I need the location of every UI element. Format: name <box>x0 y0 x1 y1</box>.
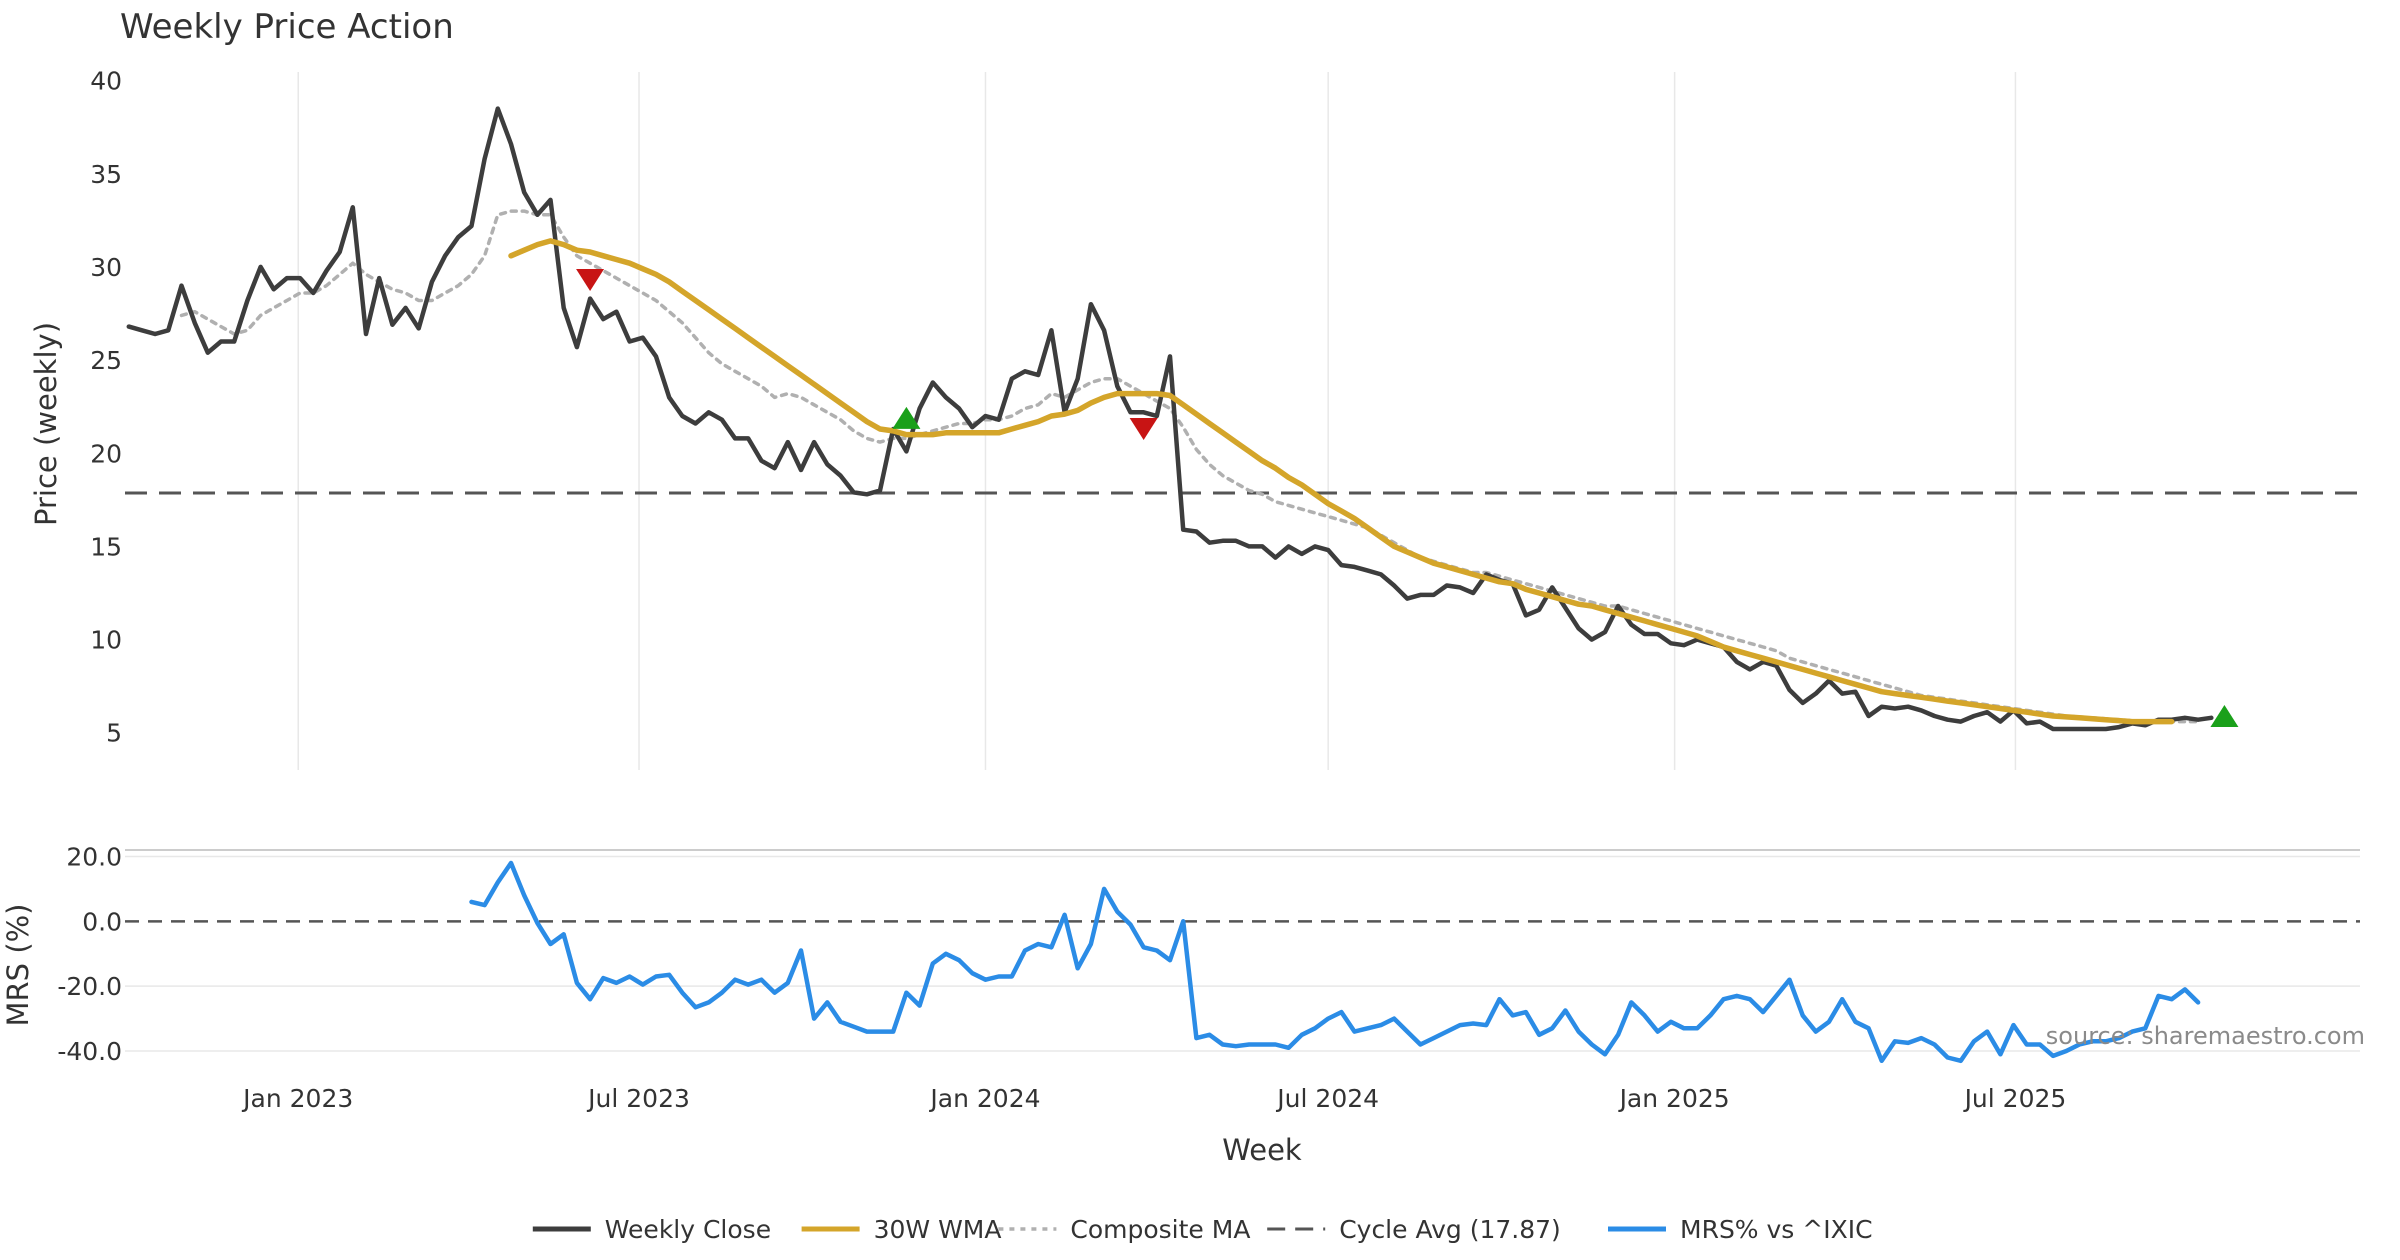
x-tick-label: Jan 2023 <box>241 1084 353 1113</box>
mrs-grid <box>125 855 2360 1052</box>
source-note: source: sharemaestro.com <box>2046 1022 2365 1050</box>
x-tick-label: Jul 2025 <box>1963 1084 2067 1113</box>
legend-item: Composite MA <box>998 1215 1250 1244</box>
mrs-series <box>469 860 2201 1064</box>
legend-item: Cycle Avg (17.87) <box>1267 1215 1561 1244</box>
legend-item: Weekly Close <box>532 1215 771 1244</box>
weekly-close-line <box>126 106 2214 732</box>
legend-label: Weekly Close <box>605 1215 771 1244</box>
mrs-y-tick-label: 0.0 <box>82 907 122 936</box>
price-y-tick-label: 15 <box>90 532 122 561</box>
wma-30w-line <box>508 238 2175 725</box>
chart-title: Weekly Price Action <box>120 7 454 47</box>
price-y-axis-label: Price (weekly) <box>29 322 63 526</box>
price-y-tick-label: 30 <box>90 253 122 282</box>
sell-signal-marker <box>1129 418 1158 441</box>
legend-label: 30W WMA <box>874 1215 1002 1244</box>
x-tick-label: Jul 2024 <box>1275 1084 1379 1113</box>
price-y-axis: 5 10 15 20 25 30 35 40 <box>90 67 122 748</box>
price-y-tick-label: 40 <box>90 67 122 96</box>
mrs-y-axis: 20.0 0.0 -20.0 -40.0 <box>57 842 122 1066</box>
price-y-tick-label: 25 <box>90 346 122 375</box>
legend-item: MRS% vs ^IXIC <box>1608 1215 1873 1244</box>
x-tick-label: Jan 2024 <box>928 1084 1040 1113</box>
mrs-line <box>469 860 2201 1064</box>
price-y-tick-label: 35 <box>90 160 122 189</box>
mrs-y-tick-label: -20.0 <box>57 972 122 1001</box>
legend: Weekly Close 30W WMA Composite MA Cycle Avg… <box>532 1215 1873 1244</box>
x-axis-label: Week <box>1222 1133 1302 1167</box>
legend-item: 30W WMA <box>801 1215 1002 1244</box>
price-series <box>126 106 2214 732</box>
legend-label: Composite MA <box>1070 1215 1250 1244</box>
signal-markers <box>576 268 2239 727</box>
composite-ma-line <box>179 209 2200 724</box>
mrs-y-tick-label: 20.0 <box>66 842 122 871</box>
sell-signal-marker <box>576 268 605 291</box>
x-tick-label: Jan 2025 <box>1618 1084 1730 1113</box>
price-y-tick-label: 5 <box>106 719 122 748</box>
price-y-tick-label: 20 <box>90 439 122 468</box>
mrs-y-axis-label: MRS (%) <box>1 904 35 1027</box>
legend-label: Cycle Avg (17.87) <box>1339 1215 1561 1244</box>
price-y-tick-label: 10 <box>90 626 122 655</box>
buy-signal-marker <box>892 406 921 429</box>
x-axis: Jan 2023 Jul 2023 Jan 2024 Jul 2024 Jan 2025… <box>241 1084 2066 1113</box>
x-tick-label: Jul 2023 <box>586 1084 690 1113</box>
legend-label: MRS% vs ^IXIC <box>1680 1215 1873 1244</box>
mrs-y-tick-label: -40.0 <box>57 1037 122 1066</box>
buy-signal-marker <box>2210 704 2239 727</box>
